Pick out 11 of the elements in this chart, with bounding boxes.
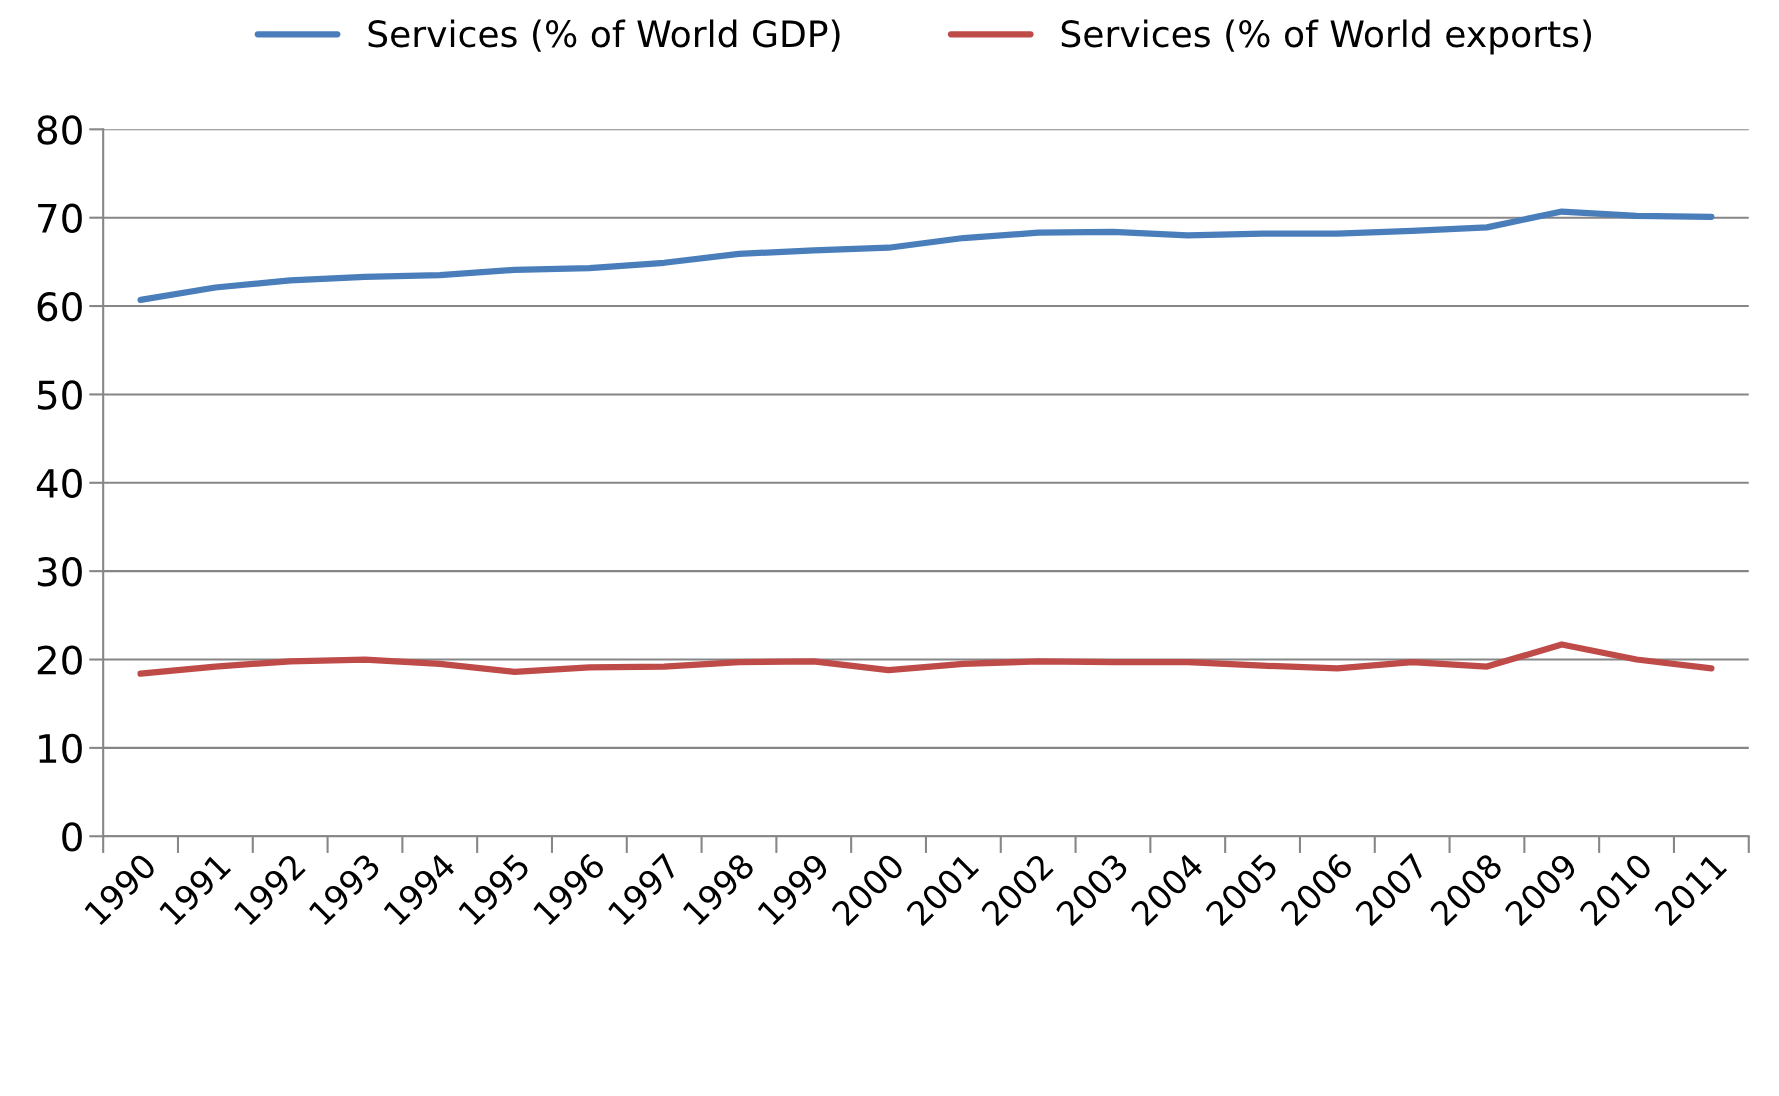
legend-label: Services (% of World GDP) <box>368 19 840 52</box>
y-tick-label: 40 <box>36 468 82 499</box>
y-tick-label: 0 <box>62 822 82 852</box>
y-tick-label: 50 <box>37 380 82 410</box>
y-tick-label: 10 <box>39 733 82 764</box>
y-tick-label: 70 <box>38 203 82 234</box>
y-tick-label: 30 <box>37 557 82 587</box>
legend-label: Services (% of World exports) <box>1061 19 1591 55</box>
y-tick-label: 20 <box>37 645 82 675</box>
y-tick-label: 60 <box>37 291 82 322</box>
y-tick-label: 80 <box>37 115 82 145</box>
